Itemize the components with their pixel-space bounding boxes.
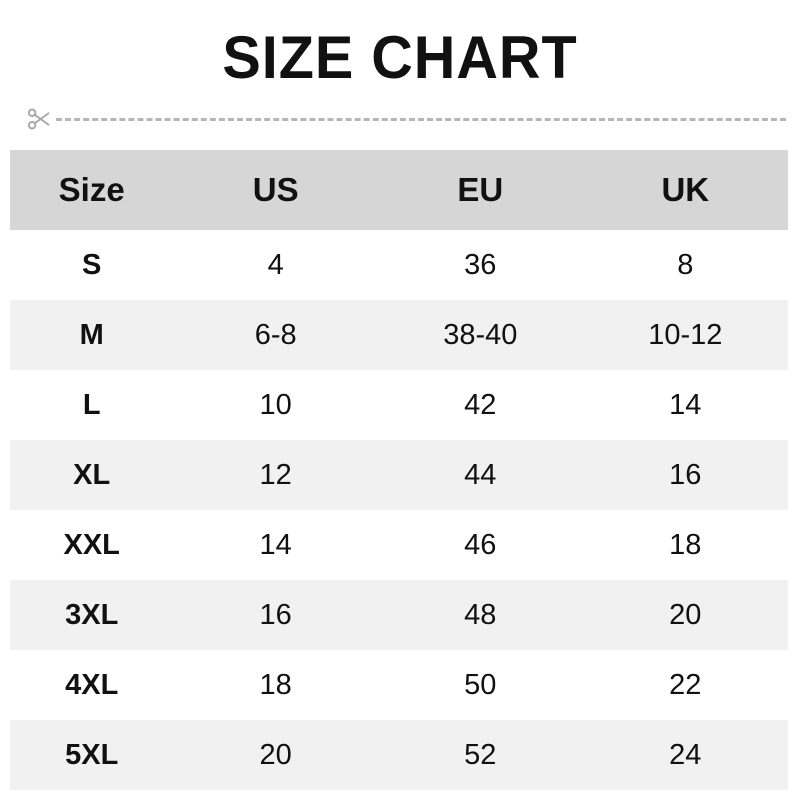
- cell-uk: 20: [669, 598, 702, 631]
- table-header-row: Size US EU UK: [10, 150, 788, 230]
- cell-us: 10: [259, 388, 292, 421]
- cell-size: L: [82, 388, 101, 421]
- cell-uk: 18: [669, 528, 702, 561]
- cell-uk: 8: [677, 248, 694, 281]
- cell-eu: 38-40: [443, 318, 518, 351]
- cut-line: [24, 104, 786, 134]
- scissors-icon: [24, 104, 54, 134]
- cell-eu: 36: [464, 248, 497, 281]
- column-header-eu: EU: [377, 150, 583, 230]
- size-chart-table: Size US EU UK S 4 36 8 M 6-8 38-40 10-12…: [10, 150, 788, 790]
- cell-uk: 24: [669, 738, 702, 771]
- dashed-separator: [56, 118, 786, 121]
- table-row: XXL 14 46 18: [10, 510, 788, 580]
- cell-us: 18: [259, 668, 292, 701]
- table-header: Size US EU UK: [10, 150, 788, 230]
- column-header-size: Size: [10, 150, 174, 230]
- cell-us: 14: [259, 528, 292, 561]
- cell-size: XL: [73, 458, 111, 491]
- cell-size: 5XL: [65, 738, 119, 771]
- table-row: S 4 36 8: [10, 230, 788, 300]
- table-row: 5XL 20 52 24: [10, 720, 788, 790]
- cell-size: XXL: [63, 528, 120, 561]
- cell-us: 4: [267, 248, 284, 281]
- cell-uk: 16: [669, 458, 702, 491]
- page-title: SIZE CHART: [222, 24, 578, 91]
- table-row: XL 12 44 16: [10, 440, 788, 510]
- table-row: L 10 42 14: [10, 370, 788, 440]
- cell-eu: 50: [464, 668, 497, 701]
- cell-us: 16: [259, 598, 292, 631]
- cell-us: 12: [259, 458, 292, 491]
- table-row: M 6-8 38-40 10-12: [10, 300, 788, 370]
- cell-us: 6-8: [254, 318, 297, 351]
- table-row: 3XL 16 48 20: [10, 580, 788, 650]
- cell-uk: 22: [669, 668, 702, 701]
- table-row: 4XL 18 50 22: [10, 650, 788, 720]
- cell-uk: 14: [669, 388, 702, 421]
- cell-size: 4XL: [65, 668, 119, 701]
- cell-eu: 48: [464, 598, 497, 631]
- cell-eu: 42: [464, 388, 497, 421]
- cell-size: M: [79, 318, 104, 351]
- cell-uk: 10-12: [648, 318, 723, 351]
- cell-eu: 52: [464, 738, 497, 771]
- column-header-uk: UK: [582, 150, 788, 230]
- cell-size: S: [82, 248, 102, 281]
- table-body: S 4 36 8 M 6-8 38-40 10-12 L 10 42 14 XL…: [10, 230, 788, 790]
- column-header-us: US: [173, 150, 378, 230]
- cell-eu: 46: [464, 528, 497, 561]
- cell-size: 3XL: [65, 598, 119, 631]
- cell-us: 20: [259, 738, 292, 771]
- cell-eu: 44: [464, 458, 497, 491]
